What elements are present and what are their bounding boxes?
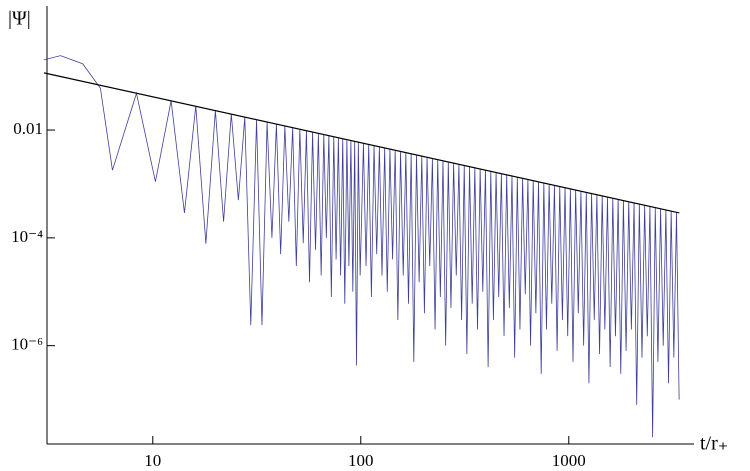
x-axis-label: t/r₊ [700,433,728,455]
x-tick-label: 100 [348,451,374,470]
data-line [43,72,680,214]
y-tick-label: 0.01 [13,119,43,138]
x-tick-label: 1000 [552,451,586,470]
x-tick-label: 10 [144,451,161,470]
y-axis-label: |Ψ| [8,8,31,30]
y-tick-label: 10⁻⁶ [11,335,43,354]
y-tick-label: 10⁻⁴ [11,227,43,246]
data-line [43,55,680,438]
